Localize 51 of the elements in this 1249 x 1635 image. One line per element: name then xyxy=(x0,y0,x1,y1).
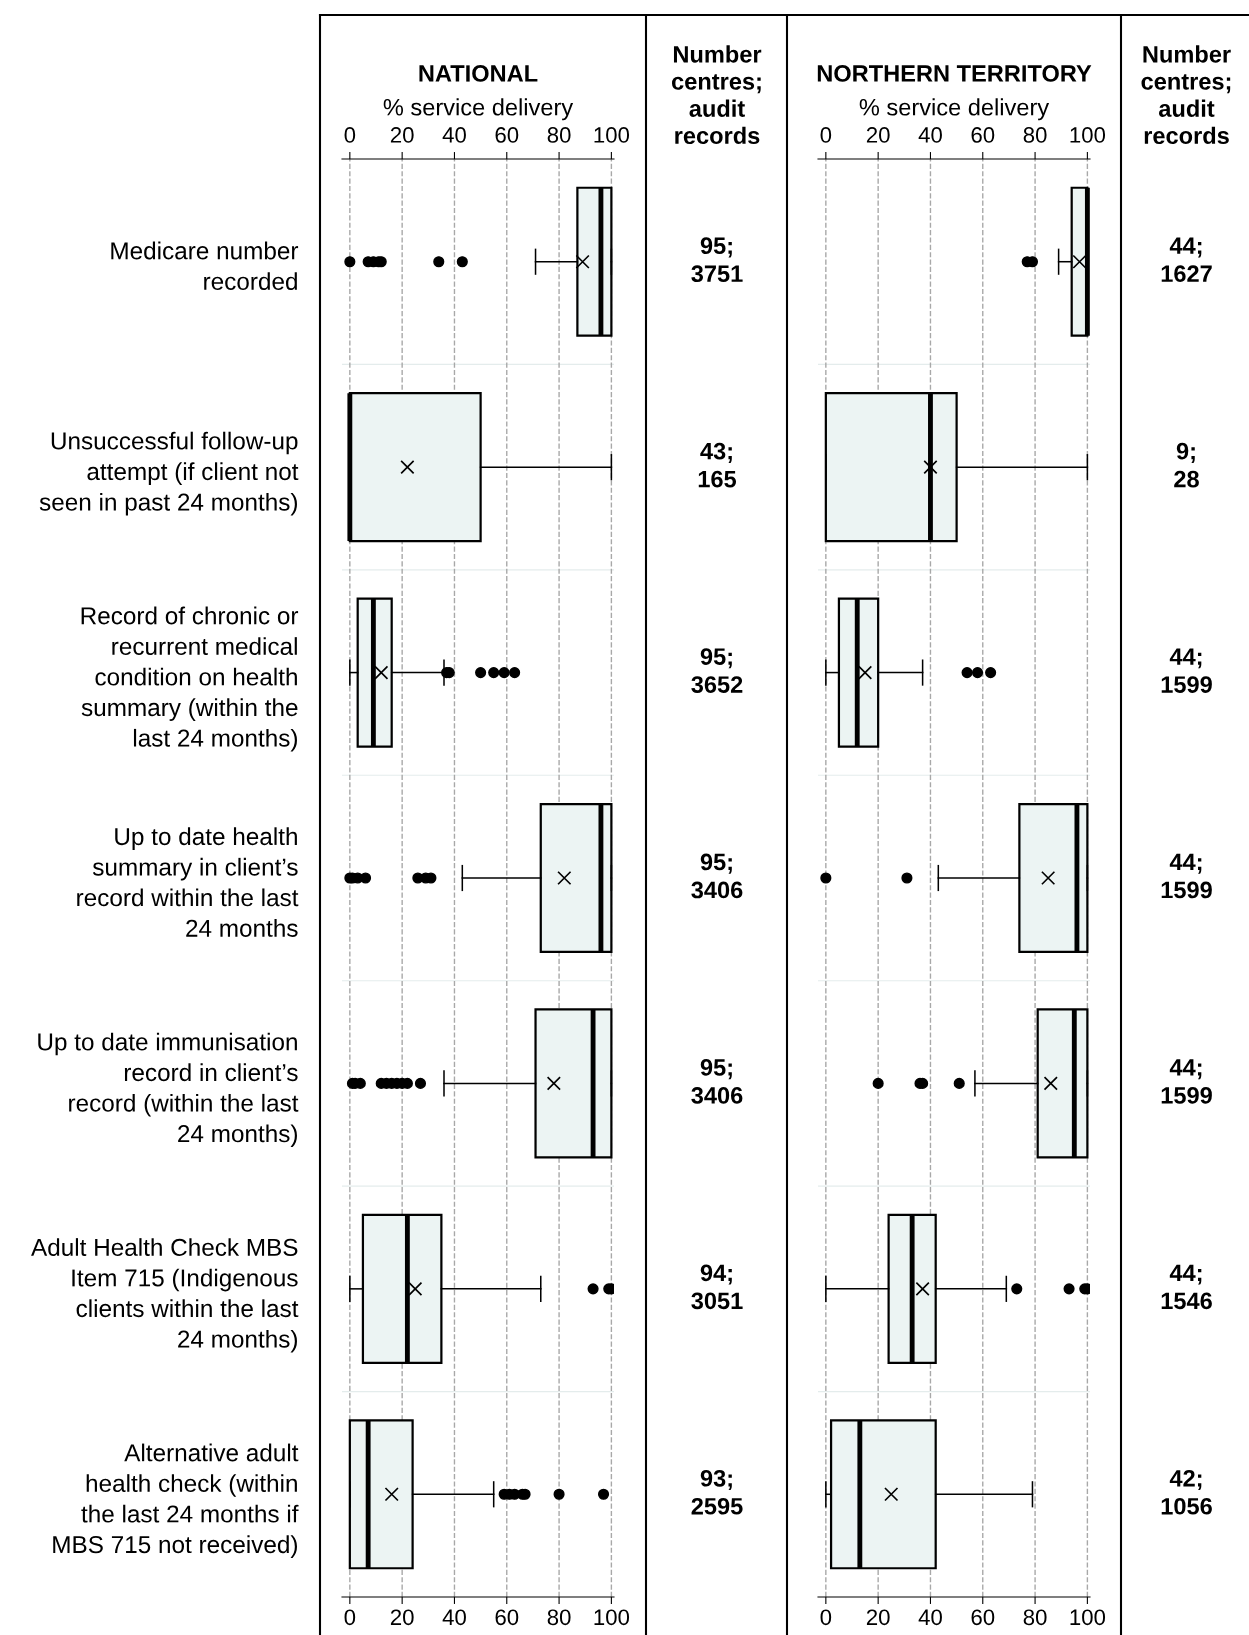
y-tick-label: Unsuccessful follow-up attempt (if client not seen in past 24 months) xyxy=(39,431,299,516)
x2-tick-label: 40 xyxy=(442,127,466,143)
y-tick-label: Up to date health summary in client’s record within the last 24 months xyxy=(77,827,299,937)
x2-tick-label: 60 xyxy=(971,127,995,143)
text: 95; 3652 xyxy=(691,648,743,693)
x-tick-label: 80 xyxy=(1023,1609,1047,1626)
x-tick-label: 100 xyxy=(594,1609,630,1626)
y-tick-label: Record of chronic or recurrent medical condition on health summary (within the last 24 months) xyxy=(81,606,299,752)
x-tick-label: 40 xyxy=(442,1609,466,1626)
x2-tick-label: 100 xyxy=(594,127,630,143)
y-tick-label: Alternative adult health check (within the last 24 months if MBS 715 not received) xyxy=(53,1443,299,1558)
x-tick-label: 60 xyxy=(971,1609,995,1626)
x2-tick-label: 80 xyxy=(1023,127,1047,143)
text: 43; 165 xyxy=(698,442,737,488)
text: 95; 3751 xyxy=(691,237,743,283)
text: 95; 3406 xyxy=(691,853,743,899)
text: 44; 1599 xyxy=(1161,648,1212,693)
text: 44; 1627 xyxy=(1161,237,1212,283)
text: 94; 3051 xyxy=(691,1264,743,1310)
text: Number centres; audit records xyxy=(1141,45,1231,145)
x2-tick-label: 60 xyxy=(495,127,519,143)
x-tick-label: 60 xyxy=(495,1609,519,1626)
x-tick-label: 80 xyxy=(547,1609,571,1626)
x-tick-label: 40 xyxy=(918,1609,942,1626)
x2-axis-title: % service delivery xyxy=(383,98,574,121)
x2-tick-label: 20 xyxy=(866,127,890,143)
text: 93; 2595 xyxy=(691,1469,743,1515)
y-tick-label: Adult Health Check MBS Item 715 (Indigenous clients within the last 24 months) xyxy=(31,1238,299,1353)
text: 44; 1546 xyxy=(1161,1264,1212,1310)
x2-tick-label: 0 xyxy=(344,127,356,143)
x-tick-label: 0 xyxy=(820,1609,832,1626)
text: 42; 1056 xyxy=(1161,1469,1212,1515)
text: 95; 3406 xyxy=(691,1059,743,1104)
y-tick-label: Medicare number recorded xyxy=(111,241,299,291)
text: 44; 1599 xyxy=(1161,853,1212,899)
x2-tick-label: 100 xyxy=(1070,127,1106,143)
chart-title: NATIONAL xyxy=(419,65,538,82)
x2-tick-label: 40 xyxy=(918,127,942,143)
chart-title: NORTHERN TERRITORY xyxy=(817,65,1092,82)
x2-tick-label: 0 xyxy=(820,127,832,143)
x2-tick-label: 80 xyxy=(547,127,571,143)
y-tick-label: Up to date immunisation record in client’s record (within the last 24 months) xyxy=(38,1032,299,1148)
text: Number centres; audit records xyxy=(671,45,762,145)
x-tick-label: 20 xyxy=(390,1609,414,1626)
x2-tick-label: 20 xyxy=(390,127,414,143)
x-tick-label: 100 xyxy=(1070,1609,1106,1626)
x-tick-label: 0 xyxy=(344,1609,356,1626)
text: 9; 28 xyxy=(1174,442,1199,488)
text: 44; 1599 xyxy=(1161,1059,1212,1104)
x2-axis-title: % service delivery xyxy=(859,98,1050,121)
x-tick-label: 20 xyxy=(866,1609,890,1626)
